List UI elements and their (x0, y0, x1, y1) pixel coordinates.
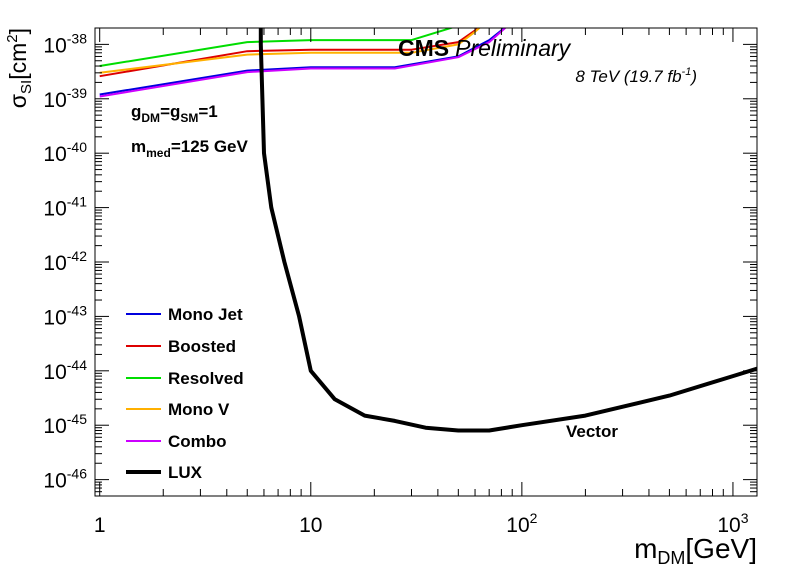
series-line-combo (99, 28, 507, 98)
series-line-mono-jet (99, 28, 507, 96)
y-tick-label: 10-39 (43, 85, 87, 112)
x-tick-label: 1 (94, 514, 106, 537)
series-line-resolved (99, 28, 455, 67)
series-layer (99, 28, 757, 433)
mediator-annotation: mmed=125 GeV (131, 137, 249, 160)
y-tick-label: 10-44 (43, 357, 87, 384)
legend-item-resolved: Resolved (126, 369, 244, 388)
legend-item-lux: LUX (126, 463, 203, 482)
lumi-label: 8 TeV (19.7 fb-1) (575, 66, 697, 86)
legend-label: Mono V (168, 400, 230, 419)
chart-header: CMS Preliminary (398, 35, 572, 61)
tick-labels-layer: 1 10 102 103 10-38 10-39 10-40 10-41 10-42 10-43 1… (43, 30, 748, 537)
y-tick-label: 10-40 (43, 139, 87, 166)
x-tick-label: 103 (717, 510, 748, 537)
y-tick-label: 10-41 (43, 194, 87, 221)
coupling-annotation: gDM=gSM=1 (131, 102, 218, 125)
y-tick-label: 10-46 (43, 466, 87, 493)
x-tick-label: 10 (299, 514, 322, 537)
legend-label: Resolved (168, 369, 244, 388)
legend: Mono Jet Boosted Resolved Mono V Combo LUX (126, 305, 244, 482)
legend-label: Mono Jet (168, 305, 243, 324)
legend-label: Combo (168, 432, 227, 451)
legend-label: Boosted (168, 337, 236, 356)
y-tick-label: 10-38 (43, 30, 87, 57)
y-tick-label: 10-45 (43, 411, 87, 438)
legend-item-combo: Combo (126, 432, 227, 451)
ticks-layer (95, 27, 757, 497)
x-axis-label: mDM[GeV] (634, 533, 757, 568)
model-annotation: Vector (566, 422, 618, 441)
series-line-lux (258, 28, 757, 433)
y-tick-label: 10-42 (43, 248, 87, 275)
legend-item-mono-v: Mono V (126, 400, 230, 419)
y-tick-label: 10-43 (43, 302, 87, 329)
y-axis-label: σSI[cm2] (4, 28, 35, 108)
legend-item-boosted: Boosted (126, 337, 236, 356)
legend-label: LUX (168, 463, 203, 482)
x-tick-label: 102 (506, 510, 537, 537)
legend-item-mono-jet: Mono Jet (126, 305, 243, 324)
